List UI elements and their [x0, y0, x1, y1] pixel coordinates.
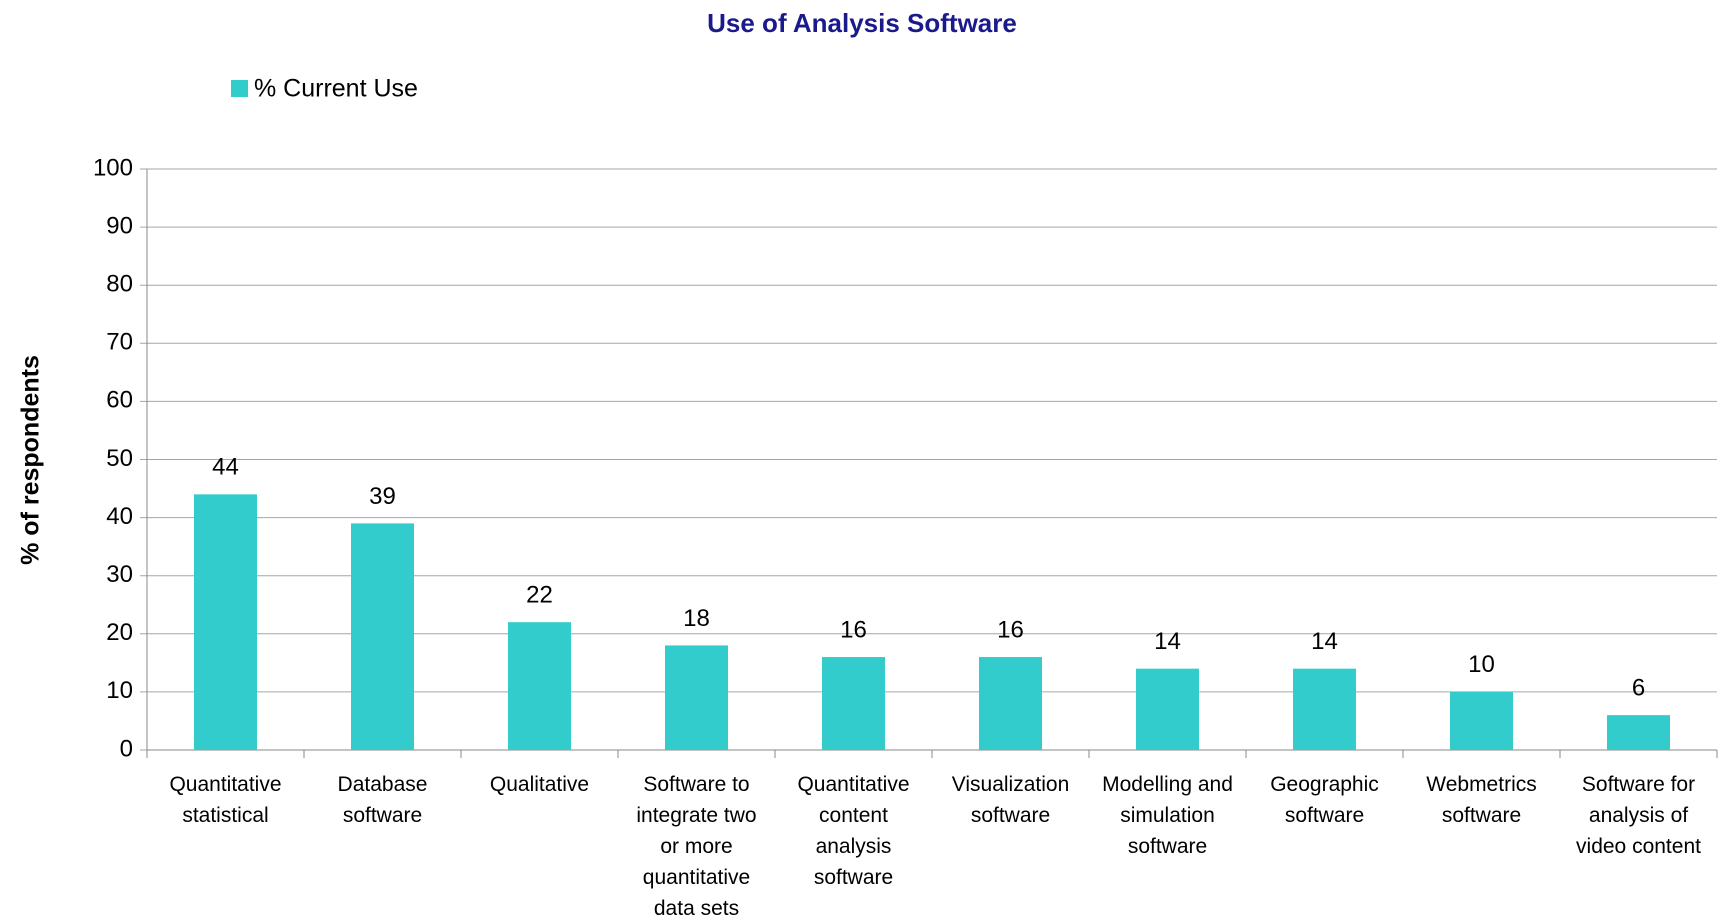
- bar: [1136, 668, 1199, 750]
- bar: [351, 523, 414, 750]
- data-label: 39: [369, 483, 396, 510]
- y-tick-label: 20: [106, 619, 133, 646]
- y-tick-label: 0: [120, 735, 133, 762]
- x-tick-label: Qualitative: [489, 773, 590, 796]
- legend-label: % Current Use: [254, 75, 418, 103]
- x-tick-label: Modelling and simulation software: [1102, 773, 1233, 858]
- data-label: 10: [1468, 651, 1495, 678]
- data-label: 16: [840, 616, 867, 643]
- chart-title: Use of Analysis Software: [707, 8, 1017, 38]
- legend-swatch: [231, 80, 248, 97]
- y-tick-label: 60: [106, 387, 133, 414]
- y-tick-label: 40: [106, 503, 133, 530]
- data-label: 44: [212, 454, 239, 481]
- y-tick-label: 30: [106, 561, 133, 588]
- bar: [194, 494, 257, 750]
- y-tick-label: 90: [106, 212, 133, 239]
- y-axis-label: % of respondents: [17, 355, 45, 565]
- bar: [822, 657, 885, 750]
- y-tick-label: 10: [106, 677, 133, 704]
- x-tick-label: Webmetrics software: [1426, 773, 1537, 827]
- bar: [1293, 668, 1356, 750]
- bar: [1450, 691, 1513, 750]
- x-tick-label: Software to integrate two or more quanti…: [636, 773, 757, 920]
- y-tick-label: 50: [106, 445, 133, 472]
- x-tick-label: Database software: [337, 773, 428, 827]
- x-tick-label: Quantitative content analysis software: [797, 773, 910, 889]
- bar: [508, 622, 571, 750]
- y-tick-label: 80: [106, 271, 133, 298]
- x-tick-label: Quantitative statistical: [169, 773, 282, 827]
- bar: [1607, 715, 1670, 750]
- bar: [665, 645, 728, 750]
- data-label: 6: [1632, 674, 1645, 701]
- data-label: 16: [997, 616, 1024, 643]
- y-tick-label: 100: [93, 154, 133, 181]
- x-tick-label: Visualization software: [951, 773, 1070, 827]
- data-label: 22: [526, 582, 553, 609]
- bar: [979, 657, 1042, 750]
- data-label: 14: [1154, 628, 1181, 655]
- data-label: 14: [1311, 628, 1338, 655]
- x-tick-label: Geographic software: [1270, 773, 1379, 827]
- data-label: 18: [683, 605, 710, 632]
- x-tick-label: Software for analysis of video content: [1576, 773, 1701, 858]
- y-tick-label: 70: [106, 329, 133, 356]
